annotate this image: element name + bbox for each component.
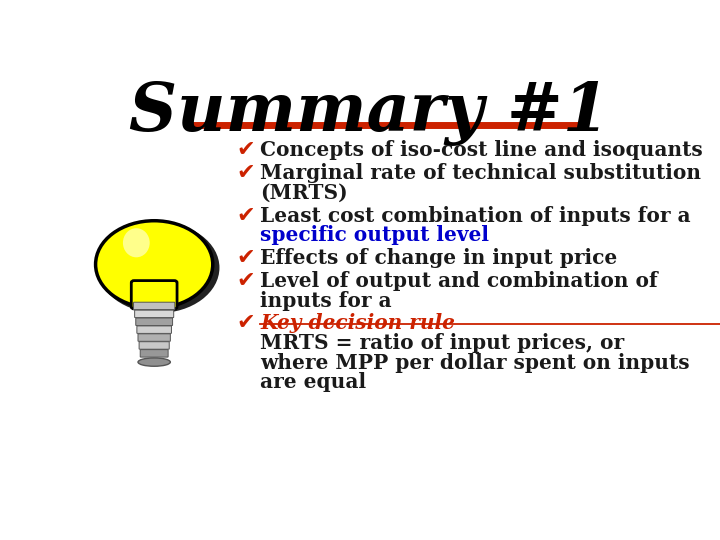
- Text: ✔: ✔: [236, 248, 255, 268]
- Text: MRTS = ratio of input prices, or: MRTS = ratio of input prices, or: [260, 333, 624, 353]
- Text: (MRTS): (MRTS): [260, 183, 348, 203]
- FancyBboxPatch shape: [136, 318, 173, 326]
- Text: Level of output and combination of: Level of output and combination of: [260, 271, 658, 291]
- Text: ✔: ✔: [236, 163, 255, 184]
- FancyBboxPatch shape: [139, 342, 169, 349]
- Text: ✔: ✔: [236, 206, 255, 226]
- Text: ✔: ✔: [236, 140, 255, 160]
- FancyBboxPatch shape: [138, 334, 171, 341]
- Circle shape: [98, 222, 220, 313]
- Text: Marginal rate of technical substitution: Marginal rate of technical substitution: [260, 163, 701, 184]
- Ellipse shape: [138, 358, 171, 366]
- Text: are equal: are equal: [260, 372, 366, 392]
- Text: ✔: ✔: [236, 271, 255, 291]
- Text: Effects of change in input price: Effects of change in input price: [260, 248, 618, 268]
- Text: where MPP per dollar spent on inputs: where MPP per dollar spent on inputs: [260, 353, 690, 373]
- Text: Concepts of iso-cost line and isoquants: Concepts of iso-cost line and isoquants: [260, 140, 703, 160]
- FancyBboxPatch shape: [137, 326, 171, 333]
- Text: Least cost combination of inputs for a: Least cost combination of inputs for a: [260, 206, 690, 226]
- Text: ✔: ✔: [236, 313, 255, 333]
- FancyBboxPatch shape: [135, 310, 174, 318]
- Text: Summary #1: Summary #1: [129, 82, 609, 146]
- Text: Key decision rule: Key decision rule: [260, 313, 455, 333]
- Text: inputs for a: inputs for a: [260, 291, 399, 310]
- FancyBboxPatch shape: [140, 349, 168, 357]
- FancyBboxPatch shape: [133, 302, 175, 310]
- FancyBboxPatch shape: [131, 281, 177, 309]
- Circle shape: [96, 221, 213, 308]
- Text: specific output level: specific output level: [260, 225, 489, 245]
- Ellipse shape: [123, 228, 150, 258]
